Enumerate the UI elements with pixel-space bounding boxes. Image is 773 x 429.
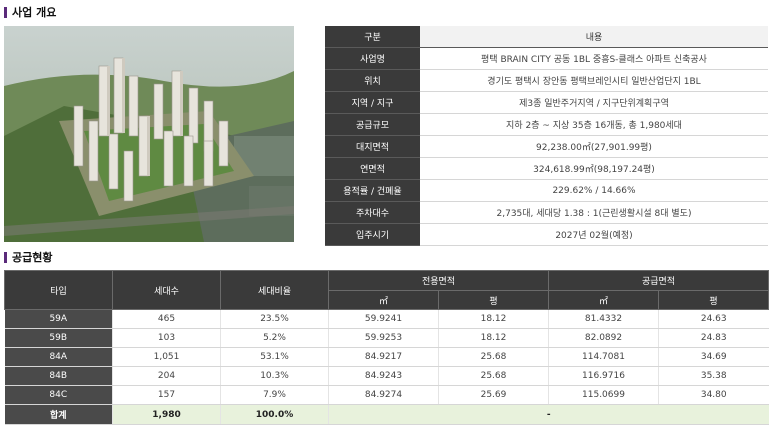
overview-label: 용적률 / 건폐율 [325,179,420,202]
overview-label: 대지면적 [325,135,420,158]
supply-pyeong-header: 평 [658,290,769,310]
ratio-cell: 7.9% [220,385,329,405]
overview-value: 229.62% / 14.66% [420,179,768,202]
ratio-cell: 53.1% [220,347,329,367]
supply-area-header: 공급면적 [548,270,769,291]
exclusive-sqm-cell: 59.9253 [328,328,439,348]
overview-label: 공급규모 [325,113,420,136]
supply-title-text: 공급현황 [12,251,53,264]
overview-value: 2027년 02월(예정) [420,223,768,246]
overview-value: 평택 BRAIN CITY 공동 1BL 중흥S-클래스 아파트 신축공사 [420,47,768,70]
type-cell: 59A [4,309,113,329]
supply-subheader-row: ㎡ 평 ㎡ 평 [5,290,769,310]
supply-sqm-cell: 116.9716 [548,366,659,386]
overview-value: 324,618.99㎡(98,197.24평) [420,157,768,180]
total-ratio-cell: 100.0% [220,404,329,425]
supply-section-title: 공급현황 [4,249,52,265]
overview-label: 입주시기 [325,223,420,246]
apartment-complex-rendering [4,26,294,242]
type-header: 타입 [4,270,113,310]
overview-row: 공급규모 지하 2층 ~ 지상 35층 16개동, 총 1,980세대 [325,113,768,136]
ratio-cell: 5.2% [220,328,329,348]
table-row: 84B 204 10.3% 84.9243 25.68 116.9716 35.… [4,366,769,386]
overview-label: 위치 [325,69,420,92]
supply-sqm-cell: 82.0892 [548,328,659,348]
overview-value: 지하 2층 ~ 지상 35층 16개동, 총 1,980세대 [420,113,768,136]
type-cell: 59B [4,328,113,348]
exclusive-pyeong-cell: 25.69 [438,385,549,405]
exclusive-sqm-cell: 84.9274 [328,385,439,405]
exclusive-sqm-cell: 84.9217 [328,347,439,367]
table-row: 59A 465 23.5% 59.9241 18.12 81.4332 24.6… [4,309,769,329]
overview-row: 사업명 평택 BRAIN CITY 공동 1BL 중흥S-클래스 아파트 신축공… [325,47,768,70]
overview-value: 92,238.00㎡(27,901.99평) [420,135,768,158]
overview-row: 대지면적 92,238.00㎡(27,901.99평) [325,135,768,158]
overview-row: 용적률 / 건폐율 229.62% / 14.66% [325,179,768,202]
ratio-header: 세대비율 [220,270,329,310]
exclusive-sqm-cell: 84.9243 [328,366,439,386]
exclusive-pyeong-cell: 18.12 [438,328,549,348]
supply-pyeong-cell: 24.63 [658,309,769,329]
households-cell: 157 [112,385,221,405]
overview-section-title: 사업 개요 [4,4,56,20]
households-header: 세대수 [112,270,221,310]
project-overview-table: 구분 내용 사업명 평택 BRAIN CITY 공동 1BL 중흥S-클래스 아… [325,26,768,246]
exclusive-pyeong-cell: 25.68 [438,347,549,367]
total-row: 합계 1,980 100.0% - [4,404,769,425]
overview-title-text: 사업 개요 [12,6,57,19]
overview-row: 주차대수 2,735대, 세대당 1.38 : 1(근린생활시설 8대 별도) [325,201,768,224]
type-cell: 84B [4,366,113,386]
section-marker [4,6,7,18]
section-marker [4,251,7,263]
overview-row: 연면적 324,618.99㎡(98,197.24평) [325,157,768,180]
supply-pyeong-cell: 34.69 [658,347,769,367]
exclusive-area-header: 전용면적 [328,270,549,291]
overview-row: 위치 경기도 평택시 장안동 평택브레인시티 일반산업단지 1BL [325,69,768,92]
supply-pyeong-cell: 24.83 [658,328,769,348]
exclusive-sqm-cell: 59.9241 [328,309,439,329]
households-cell: 103 [112,328,221,348]
overview-row: 지역 / 지구 제3종 일반주거지역 / 지구단위계획구역 [325,91,768,114]
exclusive-pyeong-cell: 25.68 [438,366,549,386]
overview-header-row: 구분 내용 [325,26,768,48]
overview-header-value: 내용 [420,26,768,48]
total-area-cell: - [328,404,769,425]
exclusive-pyeong-cell: 18.12 [438,309,549,329]
supply-pyeong-cell: 35.38 [658,366,769,386]
overview-value: 2,735대, 세대당 1.38 : 1(근린생활시설 8대 별도) [420,201,768,224]
overview-label: 주차대수 [325,201,420,224]
ratio-cell: 10.3% [220,366,329,386]
households-cell: 465 [112,309,221,329]
overview-row: 입주시기 2027년 02월(예정) [325,223,768,246]
ratio-cell: 23.5% [220,309,329,329]
type-cell: 84C [4,385,113,405]
total-label-cell: 합계 [4,404,113,425]
type-cell: 84A [4,347,113,367]
overview-label: 연면적 [325,157,420,180]
exclusive-sqm-header: ㎡ [328,290,439,310]
supply-header-row: 타입 세대수 세대비율 전용면적 공급면적 [4,270,769,310]
total-households-cell: 1,980 [112,404,221,425]
table-row: 59B 103 5.2% 59.9253 18.12 82.0892 24.83 [4,328,769,348]
households-cell: 204 [112,366,221,386]
table-row: 84C 157 7.9% 84.9274 25.69 115.0699 34.8… [4,385,769,405]
supply-status-table: 타입 세대수 세대비율 전용면적 공급면적 ㎡ 평 ㎡ 평 59A 465 23… [4,270,769,425]
supply-sqm-cell: 115.0699 [548,385,659,405]
table-row: 84A 1,051 53.1% 84.9217 25.68 114.7081 3… [4,347,769,367]
overview-label: 지역 / 지구 [325,91,420,114]
exclusive-pyeong-header: 평 [438,290,549,310]
supply-sqm-cell: 81.4332 [548,309,659,329]
overview-header-label: 구분 [325,26,420,48]
overview-value: 경기도 평택시 장안동 평택브레인시티 일반산업단지 1BL [420,69,768,92]
households-cell: 1,051 [112,347,221,367]
supply-pyeong-cell: 34.80 [658,385,769,405]
supply-sqm-cell: 114.7081 [548,347,659,367]
supply-sqm-header: ㎡ [548,290,659,310]
overview-label: 사업명 [325,47,420,70]
overview-value: 제3종 일반주거지역 / 지구단위계획구역 [420,91,768,114]
